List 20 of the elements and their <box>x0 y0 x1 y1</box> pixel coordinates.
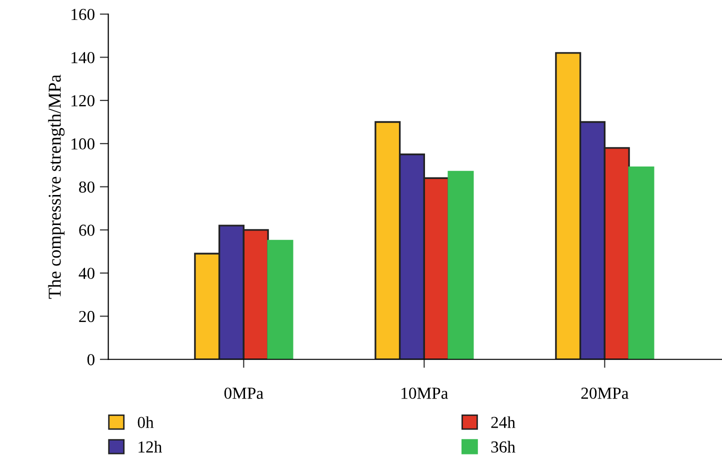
y-axis-title: The compressive strength/MPa <box>48 74 65 299</box>
x-tick-label: 20MPa <box>581 388 629 399</box>
y-tick-label: 120 <box>72 95 94 106</box>
bar <box>628 166 654 360</box>
y-tick-label: 80 <box>79 181 94 193</box>
legend-label: 24h <box>491 416 516 428</box>
y-tick-label: 100 <box>72 138 94 150</box>
bar <box>448 170 474 360</box>
x-tick-label: 10MPa <box>402 388 448 399</box>
y-tick-label: 20 <box>79 310 94 322</box>
y-tick-label: 160 <box>72 8 94 20</box>
bar <box>267 240 294 360</box>
y-tick-label: 0 <box>87 354 94 366</box>
y-tick-label: 60 <box>79 224 94 236</box>
legend-label: 0h <box>138 416 154 428</box>
x-tick-label: 0MPa <box>224 388 264 399</box>
legend-label: 36h <box>491 440 516 453</box>
legend-label: 12h <box>138 440 162 452</box>
y-tick-label: 40 <box>78 268 94 280</box>
y-tick-label: 140 <box>72 52 94 64</box>
